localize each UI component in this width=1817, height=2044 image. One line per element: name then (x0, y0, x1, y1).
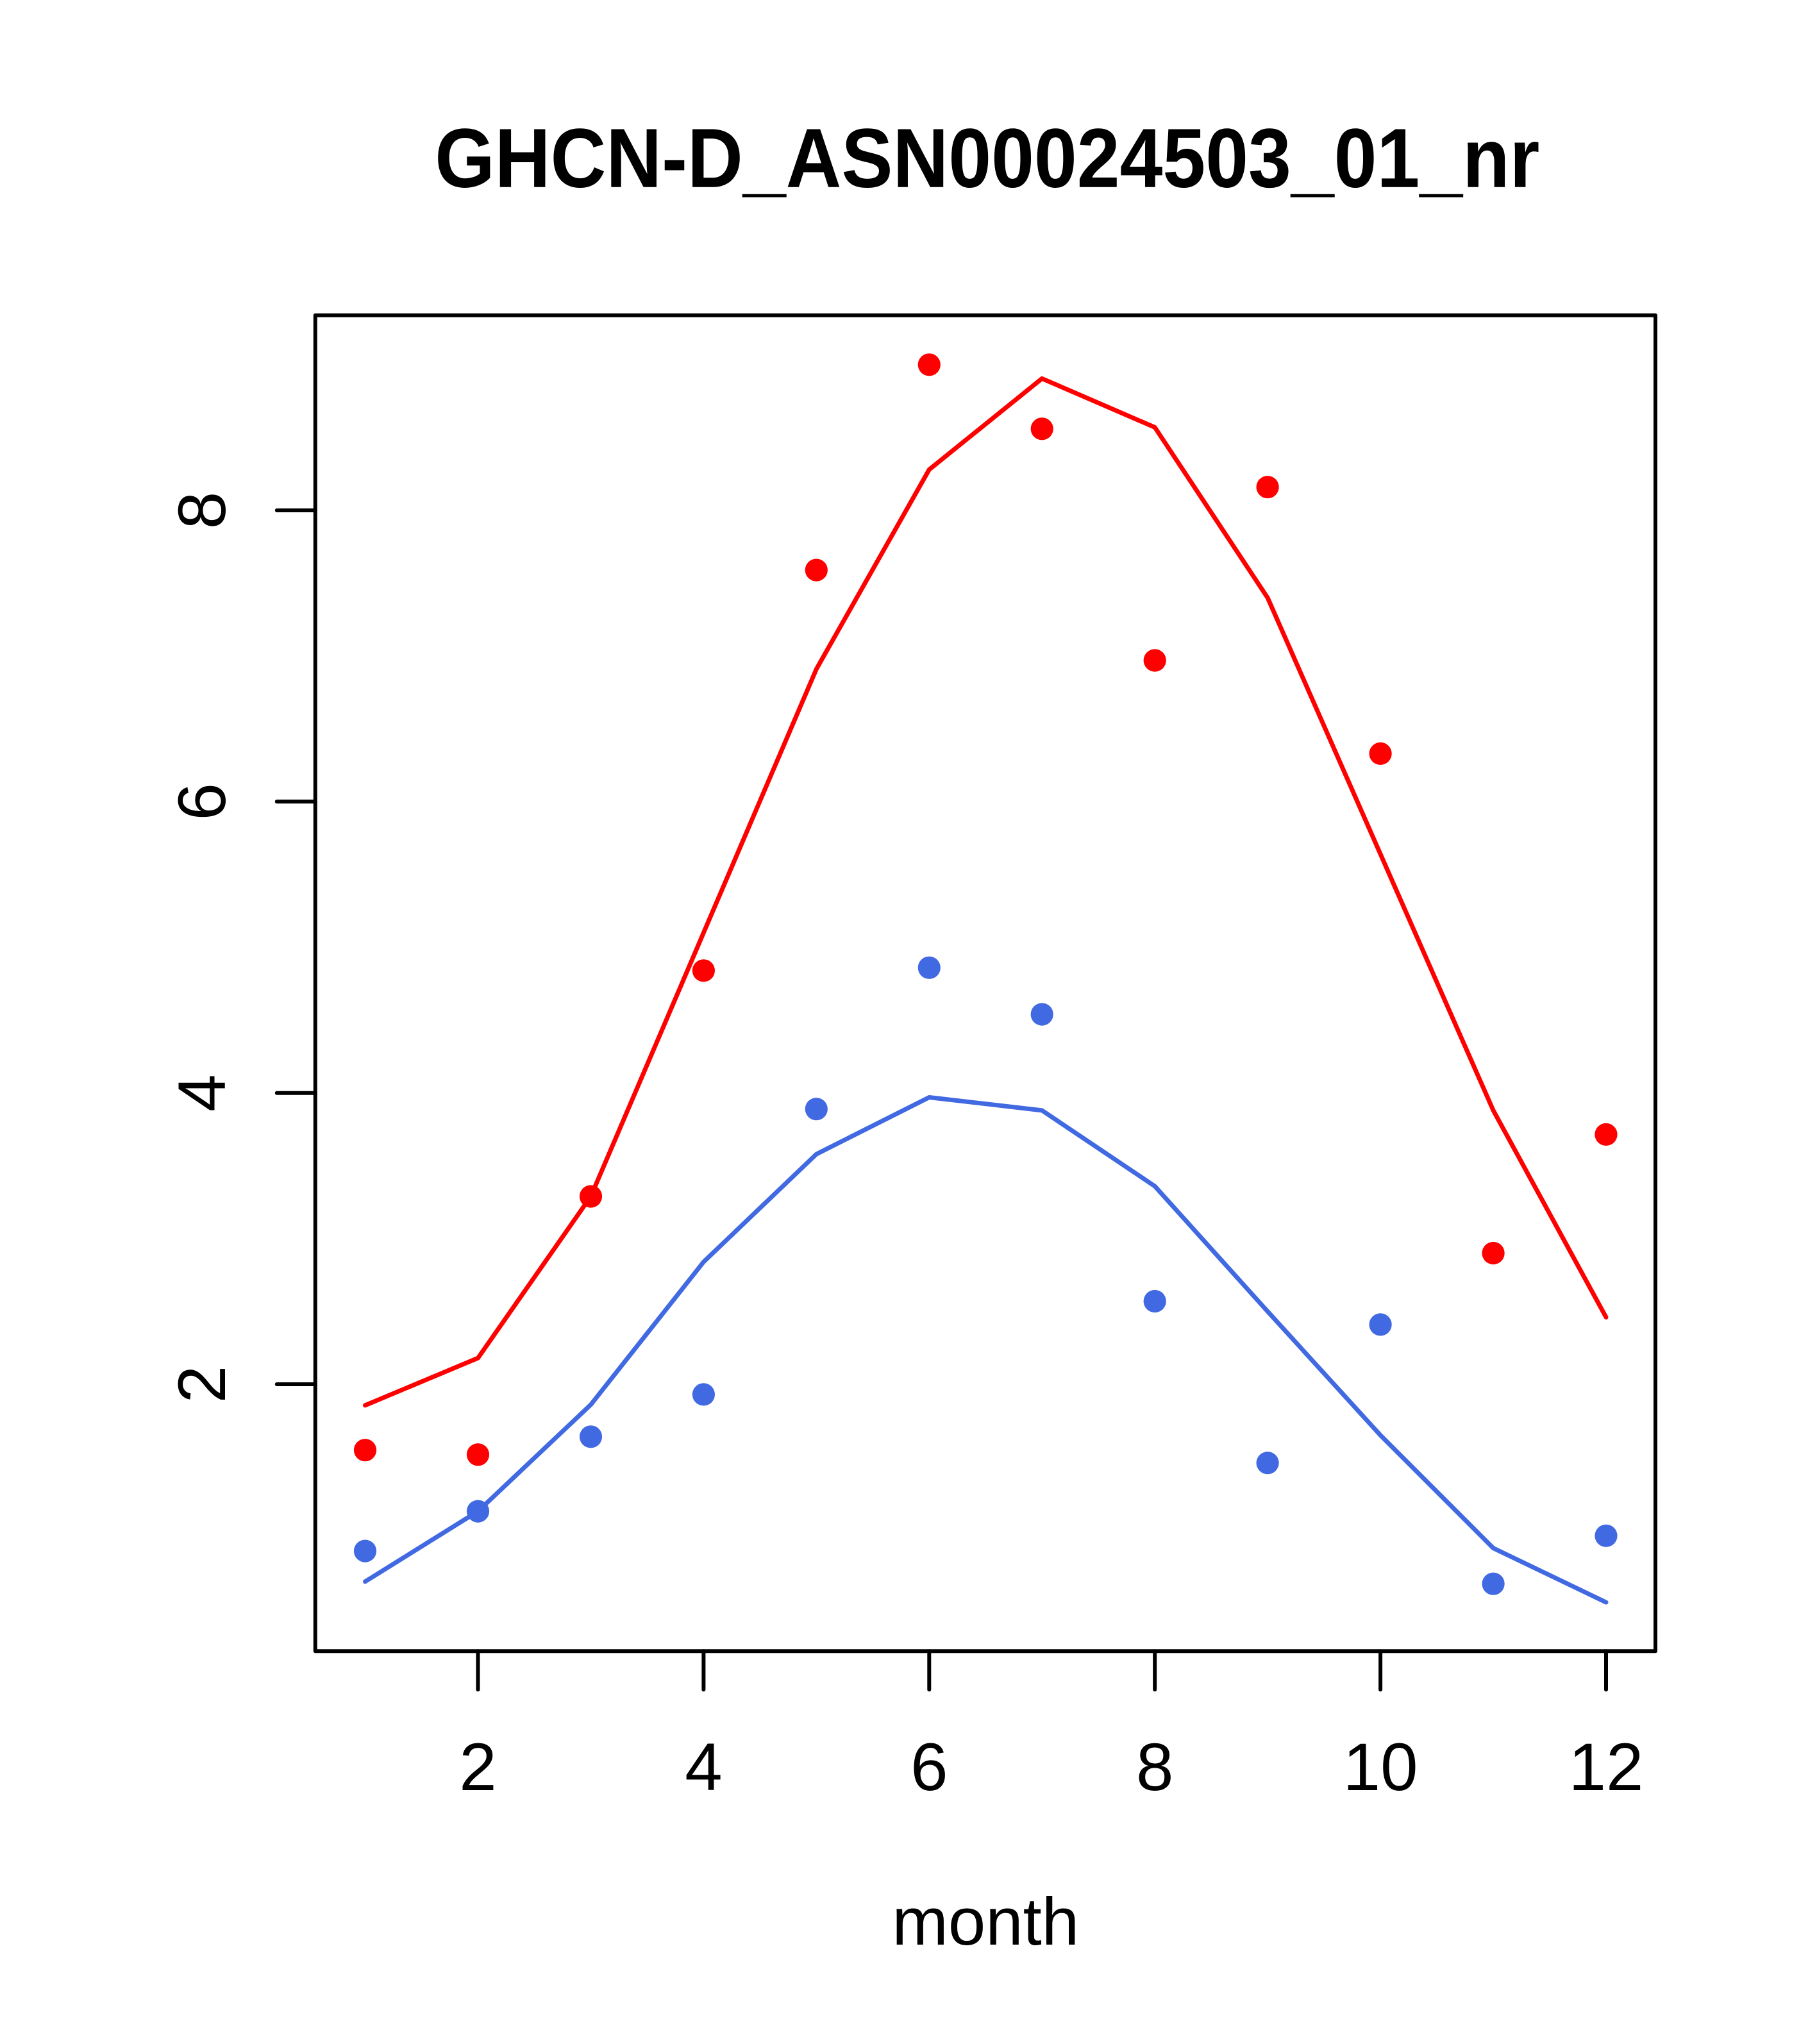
svg-text:8: 8 (1136, 1730, 1173, 1805)
svg-text:2: 2 (459, 1730, 496, 1805)
svg-text:GHCN-D_ASN00024503_01_nr: GHCN-D_ASN00024503_01_nr (435, 111, 1539, 205)
svg-text:8: 8 (165, 492, 240, 529)
svg-text:2: 2 (165, 1366, 240, 1403)
svg-text:4: 4 (165, 1074, 240, 1111)
svg-text:4: 4 (685, 1730, 722, 1805)
svg-text:6: 6 (165, 783, 240, 820)
svg-text:month: month (892, 1884, 1079, 1959)
svg-text:12: 12 (1569, 1730, 1644, 1805)
svg-text:10: 10 (1343, 1730, 1418, 1805)
svg-text:6: 6 (910, 1730, 948, 1805)
